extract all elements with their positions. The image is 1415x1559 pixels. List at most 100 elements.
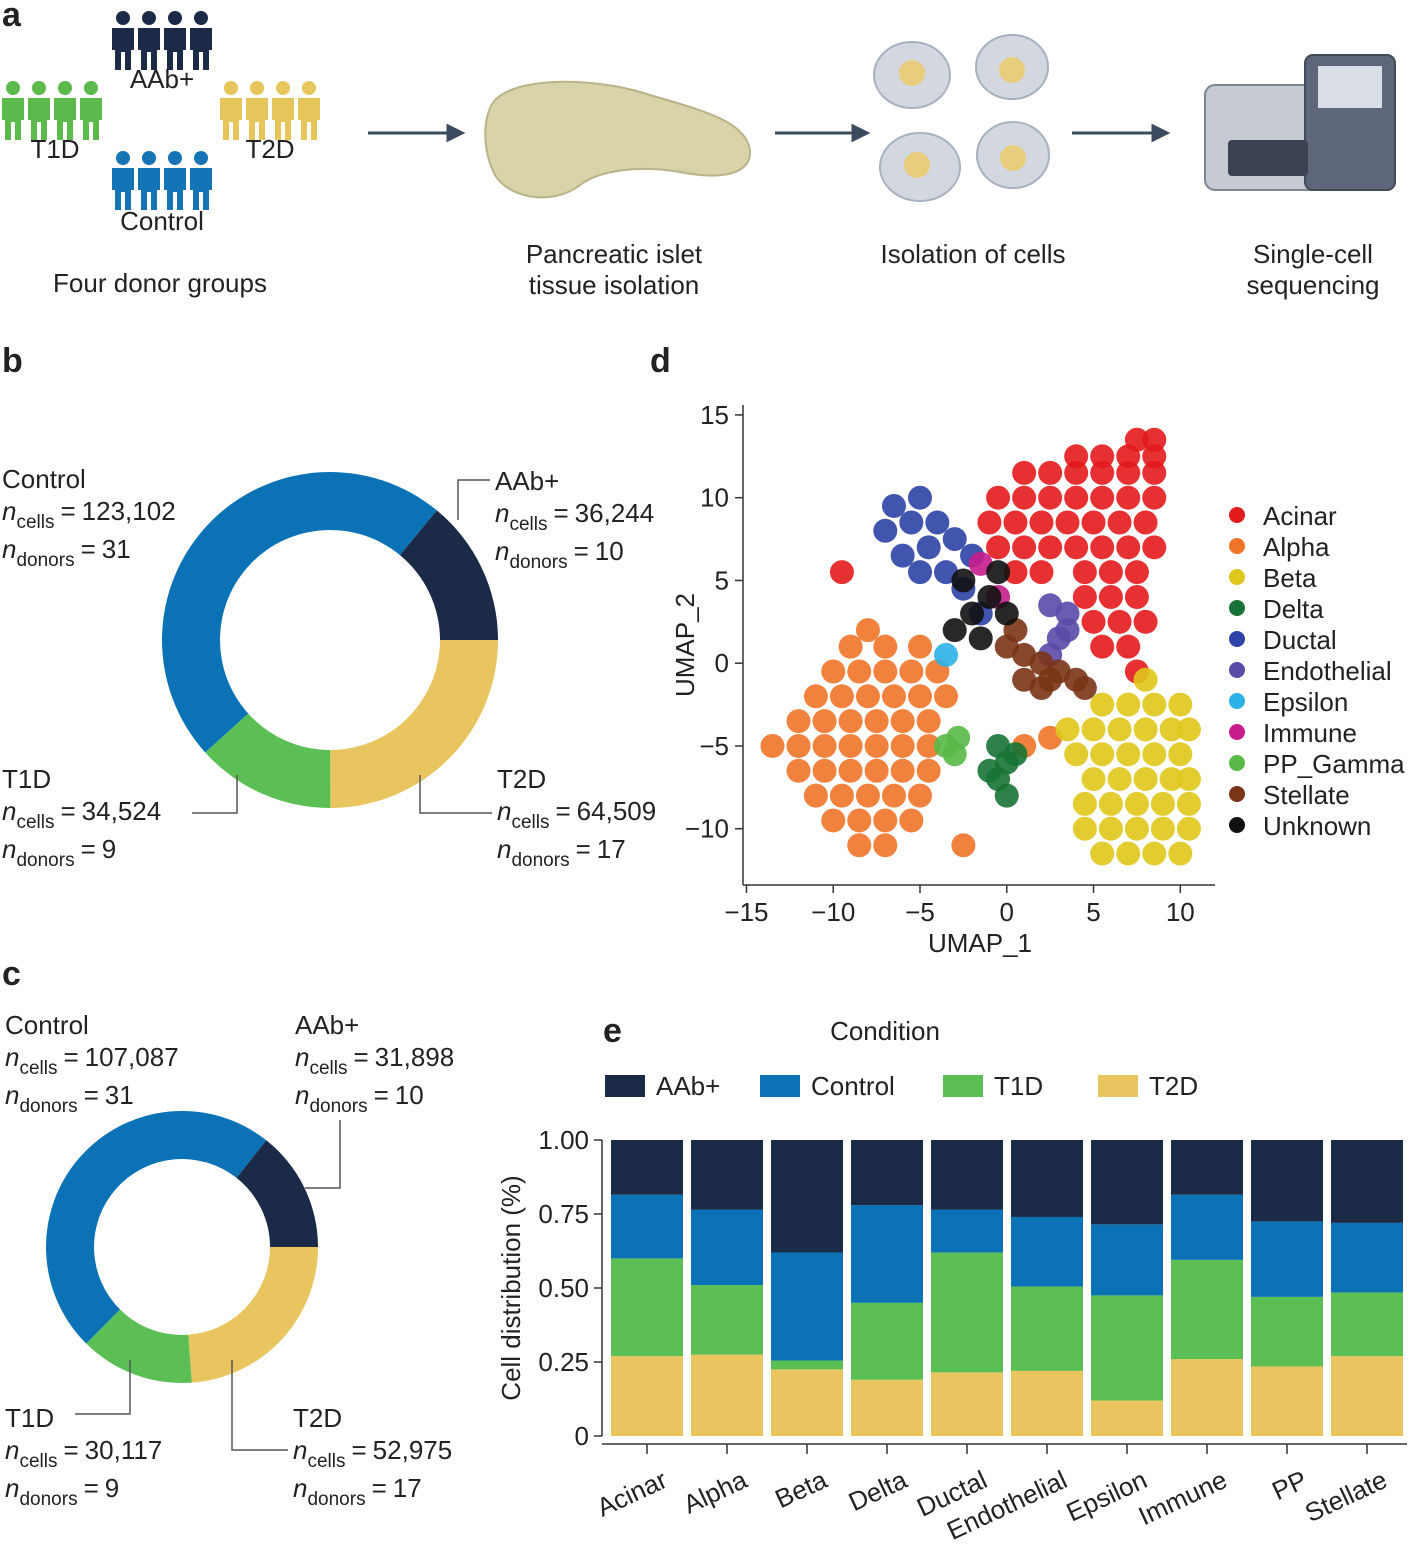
umap-point [1116, 444, 1141, 469]
panel-label: e [603, 1012, 622, 1050]
count-line: ncells = 34,524 [2, 796, 161, 833]
umap-point [1107, 609, 1132, 634]
legend-dot [1229, 817, 1245, 833]
umap-point [1090, 535, 1115, 560]
cells-icon [873, 34, 1050, 202]
count-line: ncells = 31,898 [295, 1042, 454, 1079]
person-body [220, 98, 242, 140]
umap-point [1055, 717, 1080, 742]
x-tick-label: Stellate [1300, 1464, 1391, 1528]
umap-point [1133, 510, 1158, 535]
umap-point [1064, 485, 1089, 510]
bar-segment [1251, 1221, 1323, 1297]
legend-dot [1229, 631, 1245, 647]
umap-point [1124, 585, 1149, 609]
count-line: ncells = 30,117 [5, 1435, 162, 1472]
donut-segment [161, 471, 437, 753]
umap-point [916, 758, 941, 783]
subscript: cells [509, 514, 547, 535]
umap-point [994, 783, 1019, 808]
umap-point [1116, 460, 1141, 485]
bar-segment [771, 1140, 843, 1253]
y-tick-label: 0.25 [538, 1347, 589, 1377]
donut-segment [205, 713, 331, 808]
equals: = [84, 1473, 99, 1503]
legend-dot [1229, 600, 1245, 616]
bar-segment [611, 1194, 683, 1259]
umap-point [951, 568, 976, 593]
umap-point [960, 601, 985, 626]
umap-point [864, 758, 889, 783]
equals: = [555, 796, 570, 826]
n-symbol: n [2, 796, 16, 826]
segment-label: T1D [2, 764, 51, 794]
donut-segment [236, 1140, 318, 1247]
umap-point [1055, 618, 1080, 643]
bar-segment [691, 1285, 763, 1355]
umap-point [1176, 791, 1201, 816]
bar-segment [1251, 1366, 1323, 1436]
person-head [250, 81, 264, 95]
x-tick-label: 0 [1000, 897, 1014, 927]
y-tick-label: 0 [575, 1421, 589, 1451]
umap-point [847, 659, 872, 684]
bar-segment [691, 1140, 763, 1210]
umap-point [942, 527, 967, 552]
umap-point [812, 733, 837, 758]
n-symbol: n [5, 1435, 19, 1465]
donut-segment [188, 1247, 318, 1383]
person-body [164, 28, 186, 70]
umap-point [977, 758, 1002, 783]
legend-label: T1D [994, 1071, 1043, 1101]
umap-point [1168, 692, 1193, 717]
n-symbol: n [497, 796, 511, 826]
n-symbol: n [5, 1473, 19, 1503]
umap-point [1098, 560, 1123, 585]
legend-swatch [1098, 1075, 1138, 1097]
umap-point [916, 709, 941, 734]
segment-label: AAb+ [495, 466, 559, 496]
umap-point [1012, 460, 1037, 485]
equals: = [353, 1042, 368, 1072]
count-line: ndonors = 9 [2, 834, 116, 871]
count-value: 107,087 [85, 1042, 179, 1072]
bar-segment [1171, 1194, 1243, 1260]
x-axis-label: UMAP_1 [928, 928, 1032, 958]
umap-point [1064, 444, 1089, 469]
count-line: ncells = 64,509 [497, 796, 656, 833]
person-head [84, 81, 98, 95]
x-tick-label: Delta [844, 1464, 912, 1517]
equals: = [576, 834, 591, 864]
umap-point [1038, 667, 1063, 692]
equals: = [60, 796, 75, 826]
equals: = [553, 498, 568, 528]
subscript: donors [19, 1489, 77, 1510]
leader-line [457, 479, 490, 520]
bar-segment [931, 1140, 1003, 1210]
legend-label: Delta [1263, 594, 1324, 624]
count-value: 34,524 [82, 796, 162, 826]
subscript: donors [19, 1096, 77, 1117]
person-body [164, 168, 186, 210]
donut-segment [399, 510, 498, 640]
n-symbol: n [2, 834, 16, 864]
legend-label: T2D [1149, 1071, 1198, 1101]
bar-segment [771, 1252, 843, 1361]
y-tick-label: −10 [685, 814, 729, 844]
bar-segment [771, 1360, 843, 1370]
n-symbol: n [5, 1080, 19, 1110]
bar-segment [611, 1258, 683, 1357]
donut-segment [86, 1309, 192, 1383]
n-symbol: n [293, 1473, 307, 1503]
bar-segment [1331, 1356, 1403, 1436]
umap-point [1098, 791, 1123, 816]
n-symbol: n [295, 1042, 309, 1072]
umap-point [916, 733, 941, 758]
bar-segment [611, 1356, 683, 1436]
person-body [54, 98, 76, 140]
umap-point [1116, 634, 1141, 659]
leader-line [419, 775, 492, 814]
umap-point [1081, 609, 1106, 634]
umap-point [934, 684, 959, 709]
umap-point [1159, 767, 1184, 792]
